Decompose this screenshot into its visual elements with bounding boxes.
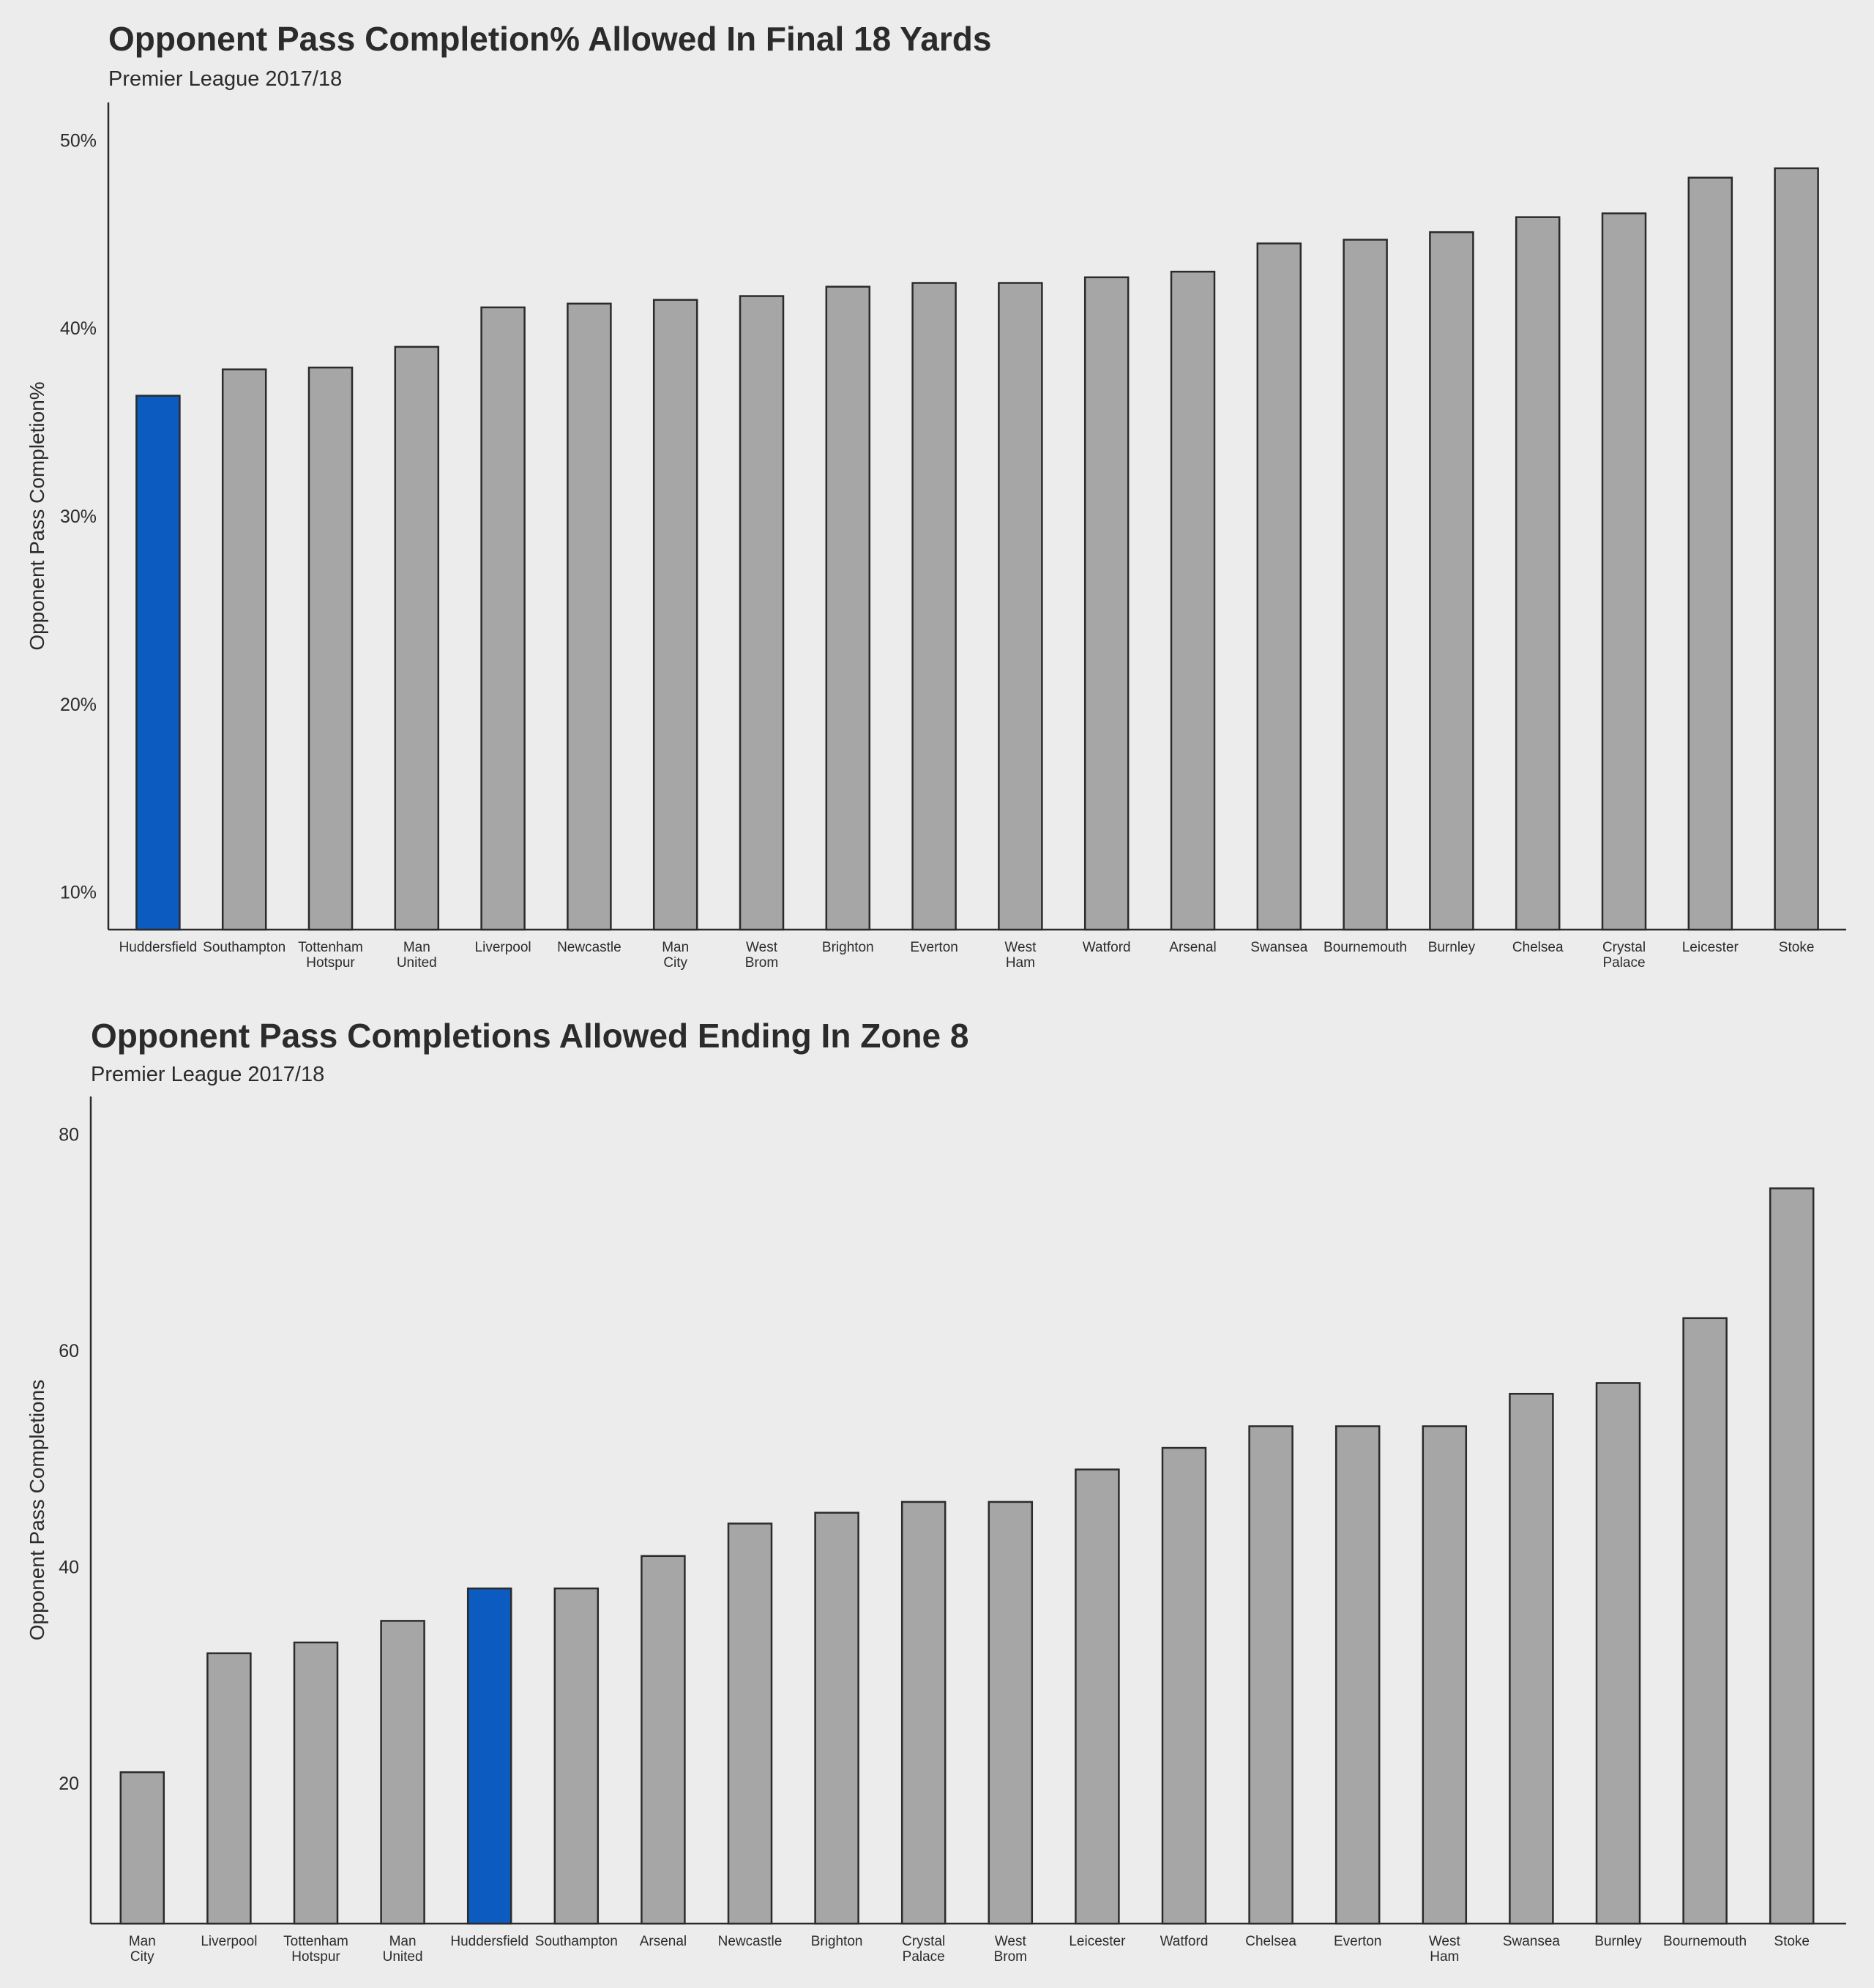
- bar-chart-pass-completion-pct: 10% 20% 30% 40% 50% Opponent Pass Completion%…: [26, 102, 1846, 971]
- x-tick-label: Arsenal: [640, 1934, 687, 1949]
- bar-everton: [911, 282, 957, 931]
- x-tick-label: Leicester: [1682, 940, 1739, 955]
- bar-man-united: [394, 345, 440, 931]
- x-tick-label: West Ham: [1429, 1934, 1461, 1965]
- bar-bournemouth: [1343, 239, 1388, 931]
- bar-arsenal: [1170, 270, 1216, 931]
- y-tick-label: 80: [59, 1125, 79, 1146]
- x-tick-label: Man City: [662, 940, 689, 971]
- x-tick-label: Chelsea: [1245, 1934, 1296, 1949]
- chart-panel-zone-8-completions: Opponent Pass Completions Allowed Ending…: [0, 994, 1874, 1988]
- y-axis-label: Opponent Pass Completion%: [26, 381, 48, 650]
- bar-burnley: [1429, 231, 1474, 931]
- x-tick-label: Arsenal: [1169, 940, 1216, 955]
- bar-huddersfield: [466, 1587, 512, 1925]
- x-tick-label: Everton: [910, 940, 957, 955]
- bar-west-ham: [998, 282, 1043, 931]
- x-tick-label: Tottenham Hotspur: [298, 940, 363, 971]
- y-tick-label: 50%: [60, 130, 97, 151]
- bar-west-brom: [988, 1501, 1034, 1925]
- bar-bournemouth: [1682, 1317, 1728, 1925]
- bar-newcastle: [727, 1522, 773, 1925]
- bar-burnley: [1595, 1382, 1641, 1925]
- x-tick-label: Leicester: [1069, 1934, 1126, 1949]
- x-tick-label: Southampton: [535, 1934, 618, 1949]
- x-tick-label: Watford: [1083, 940, 1131, 955]
- chart-panel-pass-completion-pct: Opponent Pass Completion% Allowed In Fin…: [26, 20, 1846, 971]
- bar-tottenham-hotspur: [293, 1641, 339, 1925]
- x-tick-label: West Brom: [994, 1934, 1027, 1965]
- x-tick-label: Bournemouth: [1663, 1934, 1747, 1949]
- bar-watford: [1161, 1446, 1207, 1925]
- y-tick-label: 30%: [60, 507, 97, 527]
- bar-chart-zone-8-completions: 20 40 60 80 Opponent Pass Completions Man City…: [26, 1096, 1846, 1965]
- y-axis-label: Opponent Pass Completions: [26, 1380, 48, 1640]
- x-tick-label: Watford: [1160, 1934, 1209, 1949]
- bar-man-united: [380, 1620, 425, 1925]
- bar-chelsea: [1248, 1425, 1293, 1925]
- x-tick-label: Burnley: [1594, 1934, 1642, 1949]
- bar-southampton: [553, 1587, 600, 1925]
- x-tick-label: Swansea: [1503, 1934, 1561, 1949]
- bar-swansea: [1509, 1392, 1554, 1925]
- bar-watford: [1083, 276, 1130, 931]
- x-tick-label: Crystal Palace: [1602, 940, 1646, 971]
- x-tick-label: Liverpool: [475, 940, 531, 955]
- x-tick-label: Stoke: [1774, 1934, 1810, 1949]
- bar-man-city: [652, 299, 698, 931]
- x-tick-label: Man City: [129, 1934, 156, 1965]
- chart-subtitle: Premier League 2017/18: [91, 1063, 325, 1086]
- x-tick-label: West Brom: [745, 940, 778, 971]
- bar-brighton: [825, 285, 871, 931]
- bar-arsenal: [641, 1555, 686, 1925]
- bar-stoke: [1774, 167, 1819, 931]
- x-tick-label: Brighton: [811, 1934, 863, 1949]
- x-tick-label: Man United: [383, 1934, 423, 1965]
- x-tick-label: Huddersfield: [119, 940, 198, 955]
- bar-huddersfield: [135, 395, 181, 931]
- bar-crystal-palace: [1601, 212, 1647, 931]
- bar-liverpool: [206, 1652, 252, 1925]
- x-tick-label: Newcastle: [557, 940, 621, 955]
- x-tick-label: West Ham: [1004, 940, 1037, 971]
- y-tick-label: 20: [59, 1774, 79, 1794]
- bar-chelsea: [1515, 216, 1561, 931]
- x-tick-label: Burnley: [1428, 940, 1476, 955]
- y-tick-label: 20%: [60, 695, 97, 715]
- chart-title: Opponent Pass Completion% Allowed In Fin…: [108, 20, 992, 58]
- bar-west-ham: [1422, 1425, 1468, 1925]
- x-tick-label: Everton: [1334, 1934, 1381, 1949]
- bar-liverpool: [480, 306, 526, 931]
- bar-swansea: [1256, 242, 1302, 931]
- x-tick-label: Swansea: [1250, 940, 1308, 955]
- x-tick-label: Huddersfield: [450, 1934, 529, 1949]
- bar-everton: [1334, 1425, 1381, 1925]
- x-tick-label: Newcastle: [718, 1934, 783, 1949]
- chart-title: Opponent Pass Completions Allowed Ending…: [91, 1017, 969, 1055]
- bar-man-city: [119, 1771, 165, 1925]
- bar-leicester: [1687, 176, 1733, 931]
- chart-subtitle: Premier League 2017/18: [108, 67, 343, 91]
- bar-newcastle: [567, 302, 612, 931]
- x-tick-label: Brighton: [822, 940, 874, 955]
- y-tick-label: 60: [59, 1341, 79, 1361]
- x-tick-label: Liverpool: [201, 1934, 257, 1949]
- y-tick-label: 40%: [60, 318, 97, 339]
- bar-tottenham-hotspur: [307, 366, 354, 931]
- y-tick-label: 40: [59, 1558, 79, 1578]
- x-tick-label: Stoke: [1779, 940, 1815, 955]
- x-tick-label: Tottenham Hotspur: [283, 1934, 348, 1965]
- x-tick-label: Man United: [397, 940, 437, 971]
- bar-leicester: [1075, 1468, 1120, 1925]
- bar-southampton: [221, 368, 267, 931]
- x-tick-label: Bournemouth: [1324, 940, 1407, 955]
- x-tick-label: Chelsea: [1512, 940, 1564, 955]
- bar-brighton: [814, 1511, 859, 1925]
- y-tick-label: 10%: [60, 883, 97, 903]
- bar-crystal-palace: [900, 1501, 947, 1925]
- x-tick-label: Southampton: [203, 940, 285, 955]
- x-tick-label: Crystal Palace: [902, 1934, 945, 1965]
- bar-stoke: [1769, 1187, 1815, 1925]
- bar-west-brom: [739, 295, 785, 931]
